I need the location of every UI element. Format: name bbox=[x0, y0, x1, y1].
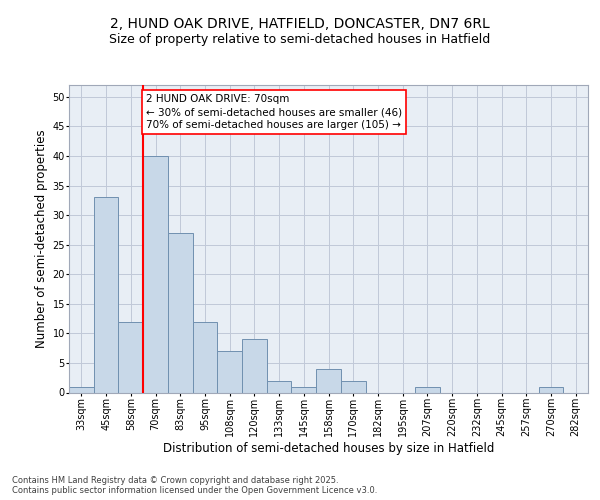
Bar bbox=[143, 156, 168, 392]
Bar bbox=[69, 386, 94, 392]
Text: 2 HUND OAK DRIVE: 70sqm
← 30% of semi-detached houses are smaller (46)
70% of se: 2 HUND OAK DRIVE: 70sqm ← 30% of semi-de… bbox=[146, 94, 402, 130]
Bar bbox=[341, 380, 365, 392]
Bar bbox=[267, 380, 292, 392]
Bar bbox=[292, 386, 316, 392]
Bar bbox=[415, 386, 440, 392]
Bar bbox=[217, 351, 242, 393]
Bar bbox=[193, 322, 217, 392]
X-axis label: Distribution of semi-detached houses by size in Hatfield: Distribution of semi-detached houses by … bbox=[163, 442, 494, 454]
Bar bbox=[242, 340, 267, 392]
Bar bbox=[118, 322, 143, 392]
Bar bbox=[94, 198, 118, 392]
Bar bbox=[168, 233, 193, 392]
Bar bbox=[316, 369, 341, 392]
Y-axis label: Number of semi-detached properties: Number of semi-detached properties bbox=[35, 130, 48, 348]
Bar bbox=[539, 386, 563, 392]
Text: Contains HM Land Registry data © Crown copyright and database right 2025.
Contai: Contains HM Land Registry data © Crown c… bbox=[12, 476, 377, 495]
Text: 2, HUND OAK DRIVE, HATFIELD, DONCASTER, DN7 6RL: 2, HUND OAK DRIVE, HATFIELD, DONCASTER, … bbox=[110, 18, 490, 32]
Text: Size of property relative to semi-detached houses in Hatfield: Size of property relative to semi-detach… bbox=[109, 32, 491, 46]
